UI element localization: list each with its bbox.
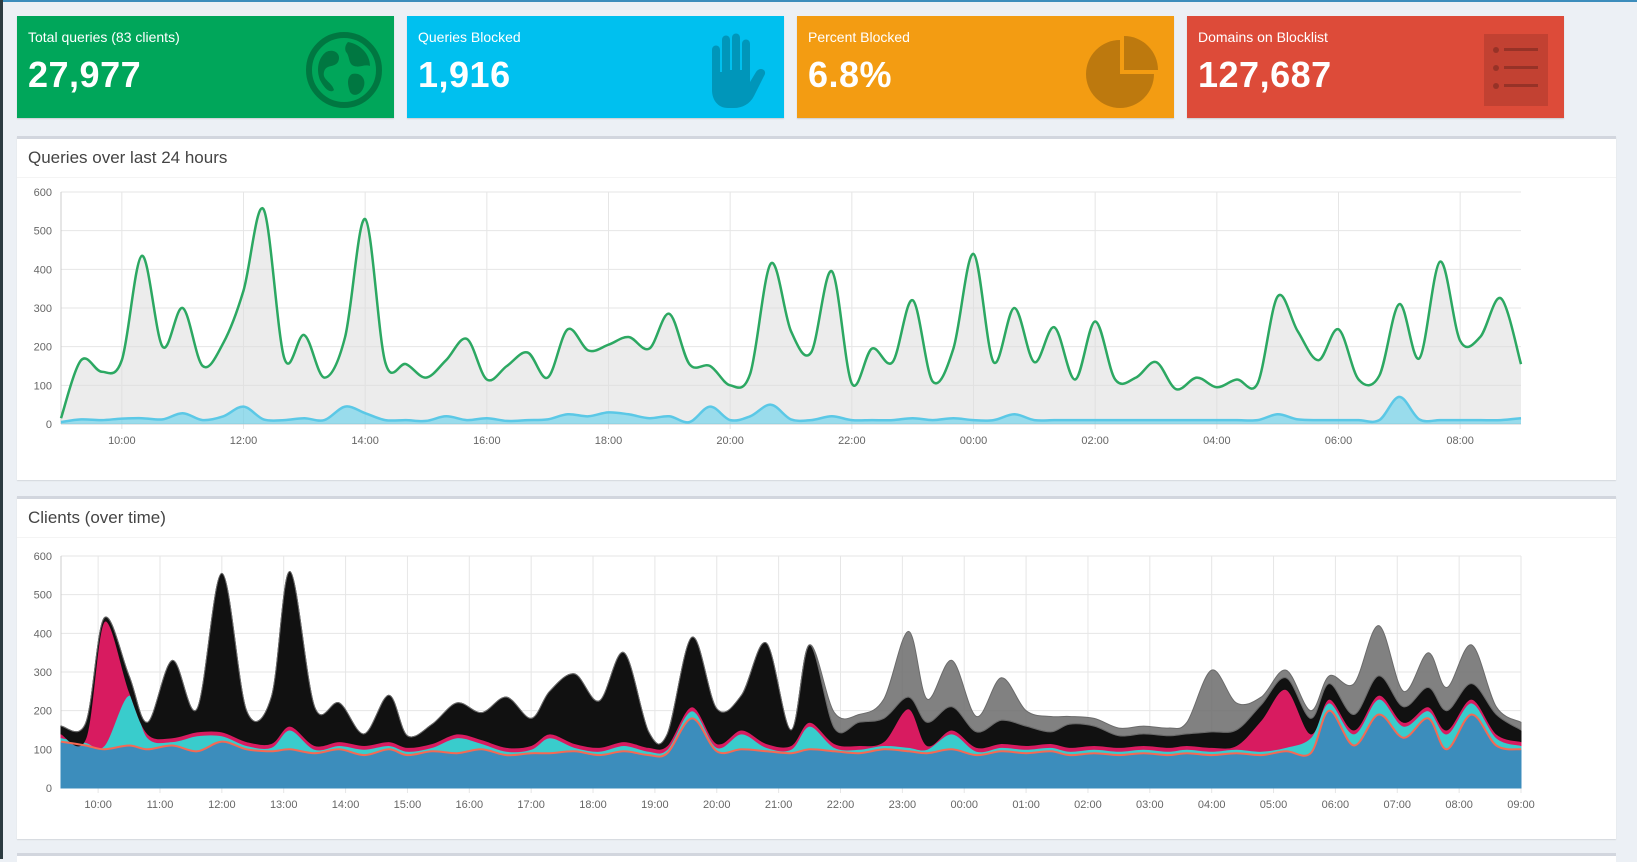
x-tick-label: 16:00 <box>473 435 501 447</box>
x-tick-label: 11:00 <box>147 799 174 811</box>
x-tick-label: 20:00 <box>716 435 744 447</box>
x-tick-label: 08:00 <box>1445 799 1473 811</box>
x-tick-label: 13:00 <box>270 799 298 811</box>
queries-blocked-label: Queries Blocked <box>418 29 521 45</box>
x-tick-label: 14:00 <box>351 435 379 447</box>
x-tick-label: 16:00 <box>456 799 484 811</box>
y-tick-label: 300 <box>34 303 52 315</box>
x-tick-label: 05:00 <box>1260 799 1288 811</box>
x-tick-label: 18:00 <box>579 799 607 811</box>
total-queries-box[interactable]: Total queries (83 clients) 27,977 <box>17 16 394 118</box>
y-tick-label: 600 <box>34 187 52 199</box>
sidebar-edge <box>0 0 3 859</box>
pie-chart-icon <box>1086 36 1158 108</box>
client-base-line <box>60 709 1522 758</box>
y-tick-label: 500 <box>34 226 52 238</box>
x-tick-label: 14:00 <box>332 799 360 811</box>
percent-blocked-label: Percent Blocked <box>808 29 910 45</box>
percent-blocked-value: 6.8% <box>808 54 893 95</box>
domains-blocklist-box[interactable]: Domains on Blocklist 127,687 <box>1187 16 1564 118</box>
x-tick-label: 12:00 <box>230 435 258 447</box>
y-tick-label: 300 <box>34 667 52 679</box>
x-tick-label: 03:00 <box>1136 799 1164 811</box>
x-tick-label: 00:00 <box>950 799 978 811</box>
x-tick-label: 12:00 <box>208 799 236 811</box>
y-tick-label: 0 <box>46 419 52 431</box>
series-area-0 <box>61 208 1521 424</box>
x-tick-label: 06:00 <box>1325 435 1353 447</box>
x-tick-label: 18:00 <box>595 435 623 447</box>
client-series-4 <box>60 570 1522 745</box>
queries-blocked-value: 1,916 <box>418 54 511 95</box>
x-tick-label: 10:00 <box>108 435 136 447</box>
x-tick-label: 22:00 <box>838 435 866 447</box>
x-tick-label: 22:00 <box>827 799 855 811</box>
x-tick-label: 09:00 <box>1507 799 1535 811</box>
hand-icon <box>712 33 766 108</box>
list-icon <box>1484 34 1548 106</box>
stats-row: Total queries (83 clients) 27,977 Querie… <box>17 16 1617 118</box>
x-tick-label: 23:00 <box>889 799 917 811</box>
x-tick-label: 00:00 <box>960 435 988 447</box>
y-tick-label: 600 <box>34 551 52 563</box>
x-tick-label: 02:00 <box>1081 435 1109 447</box>
domains-blocklist-value: 127,687 <box>1198 54 1332 95</box>
clients-panel: Clients (over time) 0 100 200 300 400 500 600 1… <box>17 496 1616 839</box>
y-tick-label: 200 <box>34 706 52 718</box>
x-tick-label: 20:00 <box>703 799 731 811</box>
y-tick-label: 0 <box>46 783 52 795</box>
queries-chart: 0 100 200 300 400 500 600 10:00 12:00 14:00 16:00 1… <box>34 187 1523 447</box>
x-tick-label: 04:00 <box>1198 799 1226 811</box>
queries-panel-title: Queries over last 24 hours <box>17 139 1616 178</box>
total-queries-label: Total queries (83 clients) <box>28 29 180 45</box>
queries-panel: Queries over last 24 hours 0 100 200 300 400… <box>17 136 1616 480</box>
x-tick-label: 02:00 <box>1074 799 1102 811</box>
percent-blocked-box[interactable]: Percent Blocked 6.8% <box>797 16 1174 118</box>
queries-blocked-box[interactable]: Queries Blocked 1,916 <box>407 16 784 118</box>
globe-icon <box>306 32 382 108</box>
y-tick-label: 100 <box>34 744 52 756</box>
series-line-1 <box>60 395 1522 424</box>
x-tick-label: 17:00 <box>517 799 545 811</box>
x-tick-label: 19:00 <box>641 799 669 811</box>
x-tick-label: 01:00 <box>1012 799 1040 811</box>
x-tick-label: 04:00 <box>1203 435 1231 447</box>
x-tick-label: 06:00 <box>1322 799 1350 811</box>
x-tick-label: 07:00 <box>1384 799 1412 811</box>
next-panel-edge <box>17 853 1616 862</box>
series-line-0 <box>59 206 1523 419</box>
y-tick-label: 400 <box>34 264 52 276</box>
x-tick-label: 21:00 <box>765 799 793 811</box>
top-border <box>0 0 1637 2</box>
clients-chart: 0 100 200 300 400 500 600 10:00 11:00 12:00 13:00 1… <box>34 551 1535 811</box>
y-tick-label: 500 <box>34 590 52 602</box>
domains-blocklist-label: Domains on Blocklist <box>1198 29 1328 45</box>
clients-panel-title: Clients (over time) <box>17 499 1616 538</box>
y-tick-label: 200 <box>34 342 52 354</box>
total-queries-value: 27,977 <box>28 54 142 95</box>
x-tick-label: 15:00 <box>394 799 422 811</box>
x-tick-label: 08:00 <box>1446 435 1474 447</box>
y-tick-label: 400 <box>34 628 52 640</box>
y-tick-label: 100 <box>34 380 52 392</box>
x-tick-label: 10:00 <box>84 799 112 811</box>
